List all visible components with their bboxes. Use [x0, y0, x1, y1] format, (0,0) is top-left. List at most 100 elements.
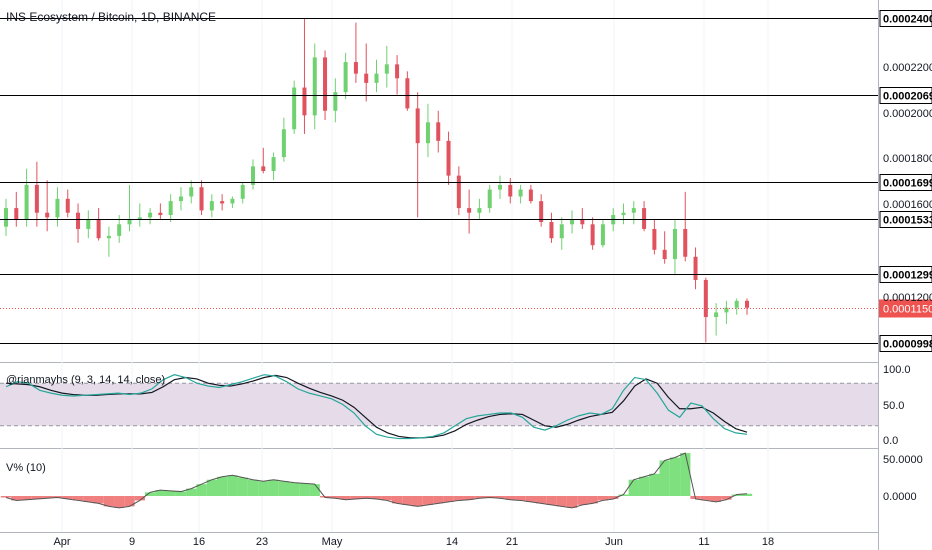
level-tag [879, 87, 932, 104]
vpct-bar [340, 496, 351, 500]
candle-body [662, 249, 667, 260]
vpct-bar [93, 496, 104, 504]
candle-body [487, 189, 492, 209]
candle-body [703, 279, 708, 318]
time-label-11: 11 [698, 536, 709, 548]
vpct-bar [628, 479, 639, 496]
time-label-18: 18 [762, 536, 774, 548]
vpct-bar [186, 488, 197, 496]
vpct-bar [114, 496, 125, 508]
candle-body [477, 208, 482, 213]
vpct-bar [525, 496, 537, 502]
vpct-bar [371, 496, 382, 499]
level-label: 0.0002400 [883, 14, 932, 26]
candle-body [240, 184, 245, 199]
candle-body [178, 196, 183, 202]
candle-body [220, 201, 225, 204]
vpct-bar [72, 496, 84, 501]
time-label-Apr: Apr [53, 536, 70, 548]
price-tick: 0.0001800 [883, 153, 932, 165]
level-tag [879, 10, 932, 27]
candle-body [456, 175, 461, 209]
time-label-23: 23 [256, 536, 268, 548]
level-label: 0.0001533 [883, 215, 932, 227]
candle-body [621, 212, 626, 216]
vpct-tick: 0.0000 [883, 491, 917, 503]
candle-body [302, 87, 307, 116]
vpct-bar [577, 496, 588, 505]
vpct-bar [124, 496, 135, 507]
vpct-bar [268, 479, 279, 496]
candle-body [395, 64, 400, 79]
candle-body [199, 187, 204, 211]
candle-body [528, 189, 533, 202]
vpct-bar [144, 492, 156, 496]
candle-body [539, 201, 544, 222]
vpct-label[interactable]: V% (10) [6, 462, 46, 474]
vpct-bar [505, 496, 516, 500]
vpct-bar [463, 496, 475, 500]
candle-body [261, 166, 266, 171]
stoch-k-line [5, 374, 748, 440]
level-label: 0.0000998 [883, 339, 932, 351]
candle-body [343, 62, 348, 93]
vpct-bar [52, 496, 63, 498]
stoch-band [0, 383, 878, 426]
candle-body [436, 122, 441, 141]
candle-body [117, 224, 122, 236]
vpct-bar [11, 496, 22, 501]
candle-body [498, 184, 502, 190]
candle-body [425, 122, 430, 144]
candle-body [672, 228, 677, 260]
time-label-May: May [322, 536, 343, 548]
candle-body [600, 224, 605, 246]
vpct-bar [227, 475, 238, 496]
candle-body [137, 217, 142, 220]
level-label: 0.0002069 [883, 91, 932, 103]
stochastic-label[interactable]: @rianmayhs (9, 3, 14, 14, close) [6, 374, 166, 386]
vpct-bar [0, 496, 12, 498]
candle-body [353, 62, 358, 74]
vpct-bar [422, 496, 434, 505]
candle-body [580, 219, 585, 225]
candle-body [683, 228, 688, 257]
candle-body [281, 129, 286, 158]
vpct-bar [608, 496, 619, 499]
vpct-bar [350, 496, 362, 499]
candle-body [24, 184, 29, 220]
vpct-bar [21, 496, 32, 500]
price-axis[interactable]: 0.00024000.00020690.00016990.00015330.00… [879, 10, 932, 504]
vpct-bar [381, 496, 392, 501]
candle-body [518, 189, 523, 197]
vpct-bar [433, 496, 444, 504]
candle-body [652, 228, 657, 250]
vpct-bar [258, 481, 269, 496]
price-tick: 0.0001600 [883, 199, 932, 211]
candle-body [323, 57, 328, 111]
price-tick: 0.0001200 [883, 292, 932, 304]
vpct-bar [103, 496, 115, 507]
time-axis[interactable]: Apr 9 16 23 May 14 21 Jun 11 18 [53, 536, 774, 548]
vpct-bar [721, 496, 732, 500]
vpct-bar [669, 457, 681, 496]
vpct-bar [443, 496, 454, 502]
candle-body [34, 184, 39, 213]
candle-body [333, 92, 338, 111]
horizontal-levels[interactable] [0, 18, 878, 344]
vpct-bar [175, 491, 187, 496]
stoch-tick: 0.0 [883, 435, 898, 447]
volume-percent-panel [0, 452, 753, 509]
candle-body [508, 184, 513, 197]
last-price-tag [879, 299, 932, 318]
vpct-bar [391, 496, 403, 504]
vpct-bar [361, 496, 372, 499]
candle-body [364, 73, 369, 83]
candle-body [230, 198, 235, 204]
candle-body [55, 198, 60, 218]
candle-body [14, 208, 19, 220]
candle-body [271, 157, 276, 171]
stoch-tick: 50.0 [883, 400, 904, 412]
vpct-bar [556, 496, 567, 507]
vpct-bar [196, 484, 207, 496]
